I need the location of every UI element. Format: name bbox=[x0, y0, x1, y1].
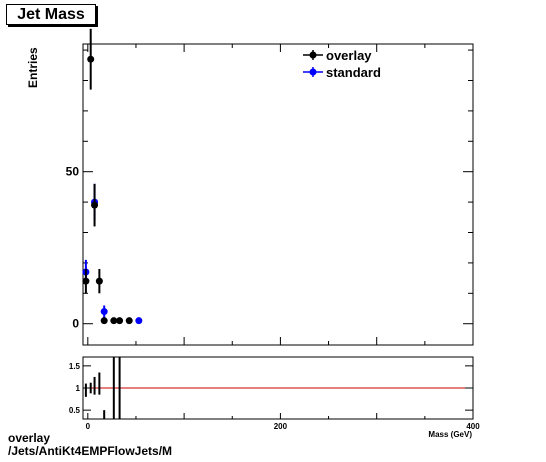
ratio-y-tick-label: 1.5 bbox=[69, 362, 81, 371]
legend-label: overlay bbox=[326, 48, 372, 63]
data-point-overlay bbox=[100, 317, 108, 325]
data-point-overlay bbox=[95, 268, 103, 294]
data-point-overlay bbox=[87, 28, 95, 90]
footer-line-2: /Jets/AntiKt4EMPFlowJets/M bbox=[8, 444, 173, 458]
main-plot-frame bbox=[82, 43, 474, 346]
legend-label: standard bbox=[326, 65, 381, 80]
ratio-y-tick-label: 0.5 bbox=[69, 406, 81, 415]
main-data-points bbox=[82, 28, 143, 325]
legend-entry-standard: standard bbox=[303, 65, 381, 80]
ratio-x-tick-label: 200 bbox=[274, 422, 288, 431]
ratio-x-tick-label: 400 bbox=[466, 422, 480, 431]
chart-title: Jet Mass bbox=[6, 4, 96, 25]
data-point-standard bbox=[100, 305, 108, 318]
data-point-overlay bbox=[91, 183, 99, 227]
y-tick-label: 50 bbox=[66, 165, 80, 179]
data-point-overlay bbox=[116, 317, 124, 325]
data-point-overlay bbox=[125, 317, 133, 325]
ratio-x-tick-label: 0 bbox=[86, 422, 91, 431]
data-point-standard bbox=[135, 317, 143, 325]
ratio-y-tick-label: 1 bbox=[76, 384, 81, 393]
main-axes: 0 50 bbox=[66, 44, 474, 345]
data-point-overlay bbox=[110, 317, 118, 325]
x-axis-label: Mass (GeV) bbox=[428, 430, 472, 439]
ratio-data-points bbox=[84, 357, 121, 419]
y-tick-label: 0 bbox=[72, 317, 79, 331]
legend-entry-overlay: overlay bbox=[303, 48, 372, 63]
data-point-overlay bbox=[82, 268, 90, 294]
footer-path: overlay /Jets/AntiKt4EMPFlowJets/M bbox=[8, 432, 172, 458]
y-axis-label: Entries bbox=[26, 47, 40, 88]
ratio-axes: 0.5 1 1.5 0 200 400 bbox=[69, 362, 480, 431]
footer-line-1: overlay bbox=[8, 431, 51, 445]
legend: overlay standard bbox=[303, 48, 381, 80]
